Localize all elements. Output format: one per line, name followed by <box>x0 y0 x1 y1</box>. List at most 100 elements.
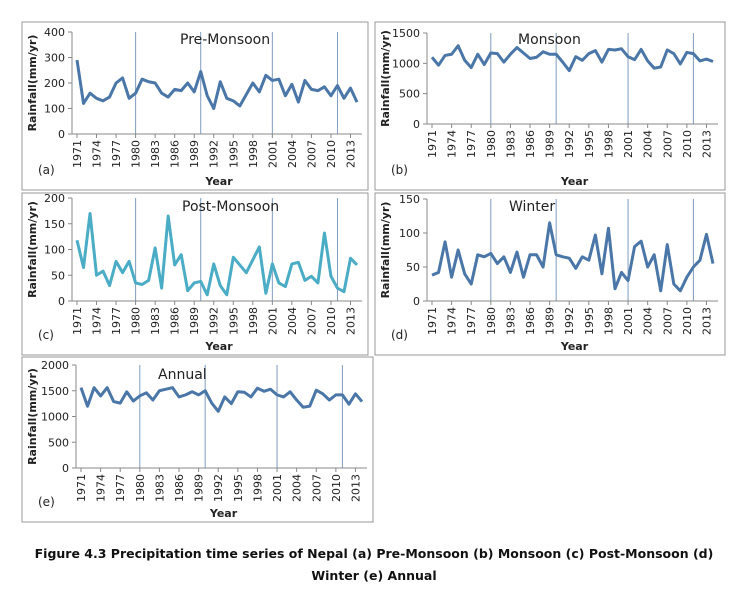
y-tick-label: 2000 <box>41 359 69 372</box>
x-tick-label: 1998 <box>251 474 264 502</box>
charts: 0 100 200 300 400 1971 1974 1977 1980 1983 1986 198… <box>21 21 726 523</box>
y-tick-label: 0 <box>58 128 65 141</box>
x-tick-label: 1995 <box>227 307 240 335</box>
x-tick-label: 2007 <box>305 307 318 335</box>
data-line <box>75 59 359 110</box>
x-axis-label: Year <box>204 175 233 188</box>
x-tick-label: 1986 <box>169 140 182 168</box>
x-tick-label: 1986 <box>524 307 537 335</box>
y-axis-label: Rainfall(mm/yr) <box>26 201 39 298</box>
x-tick-label: 2001 <box>622 130 635 158</box>
y-tick-label: 150 <box>399 193 420 206</box>
x-tick-label: 1974 <box>91 307 104 335</box>
x-tick-label: 1998 <box>247 140 260 168</box>
x-tick-label: 1995 <box>583 307 596 335</box>
y-axis-label: Rainfall(mm/yr) <box>379 202 392 299</box>
x-tick-label: 1998 <box>602 130 615 158</box>
x-tick-label: 2013 <box>349 474 362 502</box>
y-tick-label: 1000 <box>41 411 69 424</box>
panel-label: (c) <box>38 328 54 342</box>
y-tick-label: 200 <box>44 77 65 90</box>
chart-title: Monsoon <box>518 32 581 48</box>
x-tick-label: 1980 <box>485 130 498 158</box>
x-axis-label: Year <box>204 340 233 353</box>
x-tick-label: 2004 <box>642 130 655 158</box>
x-tick-label: 1983 <box>153 474 166 502</box>
x-tick-label: 2013 <box>344 140 357 168</box>
x-tick-label: 2010 <box>330 474 343 502</box>
y-tick-label: 150 <box>44 218 65 231</box>
y-tick-label: 1000 <box>392 57 420 70</box>
panel-frame <box>374 192 726 356</box>
y-tick-label: 0 <box>413 295 420 308</box>
x-tick-label: 1974 <box>446 130 459 158</box>
y-axis-label: Rainfall(mm/yr) <box>26 35 39 132</box>
y-tick-label: 0 <box>58 295 65 308</box>
x-tick-label: 2007 <box>661 130 674 158</box>
x-tick-label: 2013 <box>700 130 713 158</box>
y-tick-label: 0 <box>413 118 420 131</box>
x-axis-label: Year <box>209 507 238 520</box>
x-tick-label: 1980 <box>134 474 147 502</box>
x-tick-label: 1977 <box>114 474 127 502</box>
x-tick-label: 1989 <box>188 140 201 168</box>
x-tick-label: 1995 <box>232 474 245 502</box>
y-tick-label: 50 <box>51 269 65 282</box>
y-tick-label: 100 <box>399 227 420 240</box>
y-tick-label: 300 <box>44 52 65 65</box>
panel-label: (e) <box>38 495 55 509</box>
panel-frame <box>21 356 374 523</box>
x-tick-label: 1998 <box>602 307 615 335</box>
chart-title: Pre-Monsoon <box>180 32 270 48</box>
x-tick-label: 1971 <box>71 307 84 335</box>
x-tick-label: 2007 <box>305 140 318 168</box>
x-tick-label: 2004 <box>286 307 299 335</box>
x-tick-label: 2001 <box>266 307 279 335</box>
x-tick-label: 2010 <box>325 140 338 168</box>
x-tick-label: 1989 <box>544 130 557 158</box>
x-tick-label: 1983 <box>504 130 517 158</box>
x-tick-label: 2007 <box>310 474 323 502</box>
x-axis-label: Year <box>560 175 589 188</box>
x-tick-label: 1977 <box>465 130 478 158</box>
y-axis-label: Rainfall(mm/yr) <box>379 30 392 127</box>
panel-label: (a) <box>38 163 55 177</box>
x-tick-label: 2001 <box>271 474 284 502</box>
x-tick-label: 2013 <box>344 307 357 335</box>
x-tick-label: 1974 <box>95 474 108 502</box>
y-tick-label: 1500 <box>41 385 69 398</box>
x-tick-label: 1998 <box>247 307 260 335</box>
x-axis-label: Year <box>560 340 589 353</box>
y-tick-label: 500 <box>48 436 69 449</box>
x-tick-label: 1974 <box>446 307 459 335</box>
chart-title: Post-Monsoon <box>182 199 279 215</box>
x-tick-label: 1971 <box>426 130 439 158</box>
x-tick-label: 2001 <box>266 140 279 168</box>
panel-frame <box>21 192 369 356</box>
x-tick-label: 1986 <box>173 474 186 502</box>
x-tick-label: 1974 <box>91 140 104 168</box>
x-tick-label: 1989 <box>193 474 206 502</box>
y-tick-label: 1500 <box>392 27 420 40</box>
data-line <box>431 221 715 293</box>
x-tick-label: 1983 <box>149 140 162 168</box>
x-tick-label: 1989 <box>544 307 557 335</box>
y-tick-label: 400 <box>44 26 65 39</box>
x-tick-label: 1977 <box>465 307 478 335</box>
x-tick-label: 2007 <box>661 307 674 335</box>
y-axis-label: Rainfall(mm/yr) <box>26 368 39 465</box>
data-line <box>79 386 364 413</box>
x-tick-label: 2010 <box>325 307 338 335</box>
x-tick-label: 1986 <box>169 307 182 335</box>
x-tick-label: 2001 <box>622 307 635 335</box>
x-tick-label: 1995 <box>227 140 240 168</box>
x-tick-label: 1992 <box>208 140 221 168</box>
panel-frame <box>21 21 369 191</box>
x-tick-label: 1992 <box>208 307 221 335</box>
x-tick-label: 2004 <box>291 474 304 502</box>
y-tick-label: 0 <box>62 462 69 475</box>
x-tick-label: 1989 <box>188 307 201 335</box>
data-line <box>75 211 359 297</box>
y-tick-label: 100 <box>44 103 65 116</box>
